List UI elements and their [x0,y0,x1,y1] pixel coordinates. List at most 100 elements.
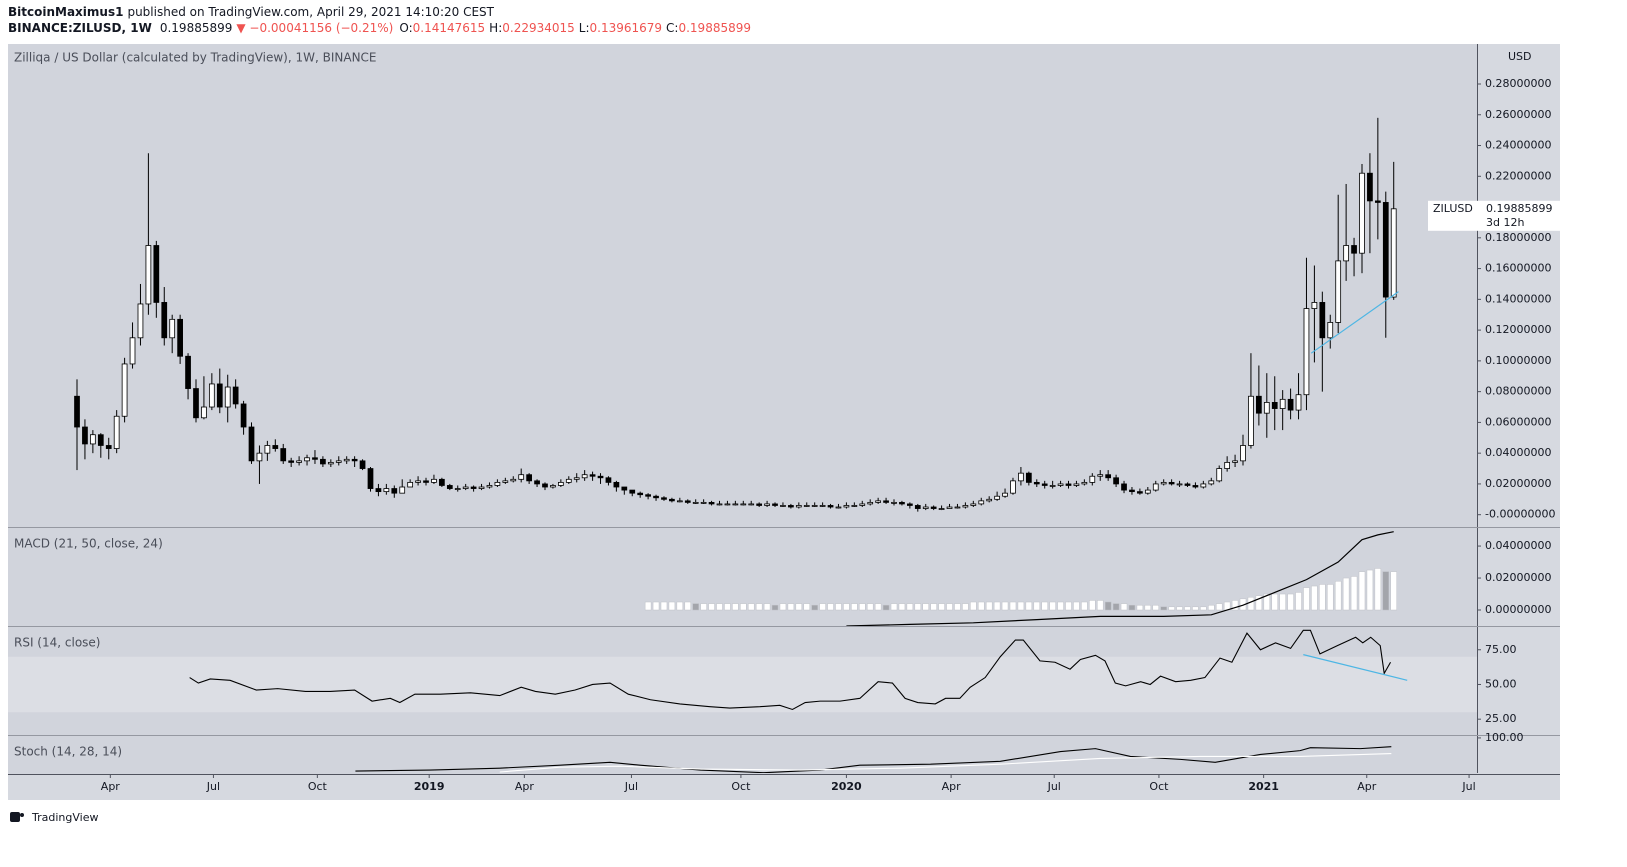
candle-body [1303,308,1310,396]
candle-body [1311,302,1318,309]
l-value: 0.13961679 [590,21,663,35]
histogram-bar [1327,584,1334,611]
logo-icon [10,812,20,822]
candle-body [795,505,802,508]
x-tick-label: 2021 [1248,780,1279,793]
candle-body [391,488,398,494]
price-tag-value: 0.19885899 [1486,202,1552,215]
candle-body [661,497,667,500]
histogram-bar [914,603,922,611]
pane-title: Zilliqa / US Dollar (calculated by Tradi… [14,51,377,65]
candle-body [431,478,437,483]
plot-background [8,44,1477,774]
candle-body [145,245,152,305]
candle-body [811,505,818,507]
pane-title: MACD (21, 50, close, 24) [14,537,163,551]
histogram-bar [1319,584,1326,611]
candle-body [232,386,239,405]
candle-body [90,434,96,445]
published: published on TradingView.com, April 29, … [127,5,494,19]
candle-body [510,478,517,482]
histogram-bar [1160,606,1167,611]
candle-body [1232,460,1238,463]
histogram-bar [1152,604,1159,611]
candle-body [1208,480,1215,485]
histogram-bar [1065,601,1072,611]
y-tick-label: 0.16000000 [1485,262,1551,275]
candle-body [1287,398,1294,411]
candle-body [304,457,310,462]
candle-body [676,500,683,503]
histogram-bar [1390,571,1397,611]
author: BitcoinMaximus1 [8,5,123,19]
candle-body [494,481,501,486]
x-tick-label: Oct [731,780,751,793]
candle-body [1033,481,1040,485]
histogram-bar [859,603,866,611]
candle-body [1160,481,1167,485]
series-line [499,752,1392,773]
histogram-bar [748,603,755,611]
candle-body [938,508,945,510]
histogram-bar [1350,576,1358,611]
histogram-bar [644,601,652,611]
candle-body [1025,472,1032,483]
currency: USD [1508,50,1532,63]
histogram-bar [1184,606,1191,611]
y-tick-label: 0.24000000 [1485,139,1551,152]
histogram-bar [1287,593,1294,611]
histogram-bar [763,603,771,611]
candle-body [407,481,414,488]
candle-body [208,383,215,408]
histogram-bar [1009,601,1017,611]
histogram-bar [1128,604,1136,611]
price-tag-symbol: ZILUSD [1433,202,1473,215]
candle-body [137,303,144,339]
last-price: 0.19885899 [160,21,233,35]
histogram-bar [1342,577,1350,611]
candle-body [415,480,421,483]
candle-body [930,506,937,509]
histogram-bar [1303,587,1310,611]
candle-body [764,503,770,506]
candle-body [320,458,326,465]
candle-body [1002,492,1008,497]
h-value: 0.22934015 [502,21,575,35]
histogram-bar [1041,601,1048,611]
y-tick-label: 0.26000000 [1485,108,1551,121]
header-line-2: BINANCE:ZILUSD, 1W 0.19885899 ▼ −0.0004115… [8,21,751,35]
histogram-bar [652,601,660,611]
candle-body [1097,474,1104,477]
candle-body [565,478,572,483]
histogram-bar [1231,600,1239,611]
histogram-bar [716,603,723,611]
candle-body [486,485,493,488]
candle-body [446,485,453,489]
candle-body [470,486,477,489]
candle-body [343,458,350,462]
histogram-bar [1089,600,1096,611]
x-tick-label: Oct [1149,780,1169,793]
candle-body [327,461,334,465]
candle-body [296,460,302,463]
x-tick-label: 2019 [414,780,445,793]
candle-body [1343,245,1349,262]
x-tick-label: Apr [515,780,535,793]
symbol: BINANCE:ZILUSD, 1W [8,21,152,35]
candle-body [240,403,247,428]
candle-body [248,426,255,462]
histogram-bar [1049,601,1056,611]
candle-body [700,501,707,504]
candle-body [1271,402,1278,409]
price-axis-background [1477,44,1560,774]
pane-title: RSI (14, close) [14,636,100,650]
y-tick-label: 0.00000000 [1485,603,1551,616]
candle-body [121,363,128,417]
y-tick-label: 0.02000000 [1485,571,1551,584]
candle-body [780,505,786,507]
candle-body [1073,483,1080,486]
series-line [189,629,1392,711]
footer-brand: TradingView [31,811,98,824]
histogram-bar [811,604,818,611]
candle-body [835,506,842,509]
